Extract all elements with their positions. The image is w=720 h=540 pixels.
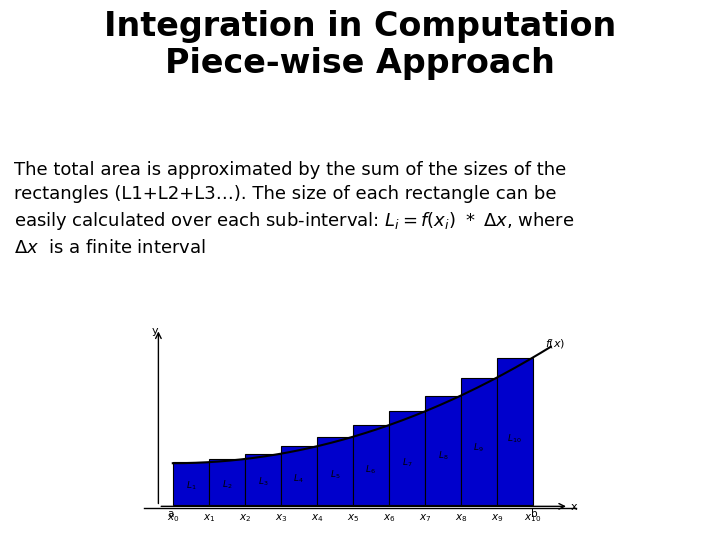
Text: $L_{4}$: $L_{4}$ <box>294 472 304 485</box>
Text: y: y <box>151 326 158 336</box>
Text: b: b <box>531 509 538 519</box>
Bar <box>173 462 209 505</box>
Bar <box>425 396 461 505</box>
Bar <box>389 411 425 505</box>
Text: $L_{6}$: $L_{6}$ <box>366 463 376 476</box>
Bar <box>281 447 317 505</box>
Text: $L_{3}$: $L_{3}$ <box>258 476 268 489</box>
Bar <box>317 437 353 505</box>
Text: $L_{9}$: $L_{9}$ <box>474 442 484 454</box>
Text: $L_{10}$: $L_{10}$ <box>508 433 522 445</box>
Bar <box>353 425 389 505</box>
Text: $L_{2}$: $L_{2}$ <box>222 478 232 491</box>
Text: Integration in Computation
Piece-wise Approach: Integration in Computation Piece-wise Ap… <box>104 10 616 80</box>
Bar <box>497 357 533 505</box>
Bar <box>245 454 281 505</box>
Text: $L_{1}$: $L_{1}$ <box>186 480 196 492</box>
Text: $L_{7}$: $L_{7}$ <box>402 457 412 469</box>
Text: $L_{8}$: $L_{8}$ <box>438 450 448 462</box>
Bar <box>461 377 497 505</box>
Text: a: a <box>168 509 174 519</box>
Text: The total area is approximated by the sum of the sizes of the
rectangles (L1+L2+: The total area is approximated by the su… <box>14 161 575 256</box>
Text: $f(x)$: $f(x)$ <box>546 338 566 350</box>
Bar <box>209 459 245 505</box>
Text: $L_{5}$: $L_{5}$ <box>330 468 340 481</box>
Text: x: x <box>571 502 577 512</box>
